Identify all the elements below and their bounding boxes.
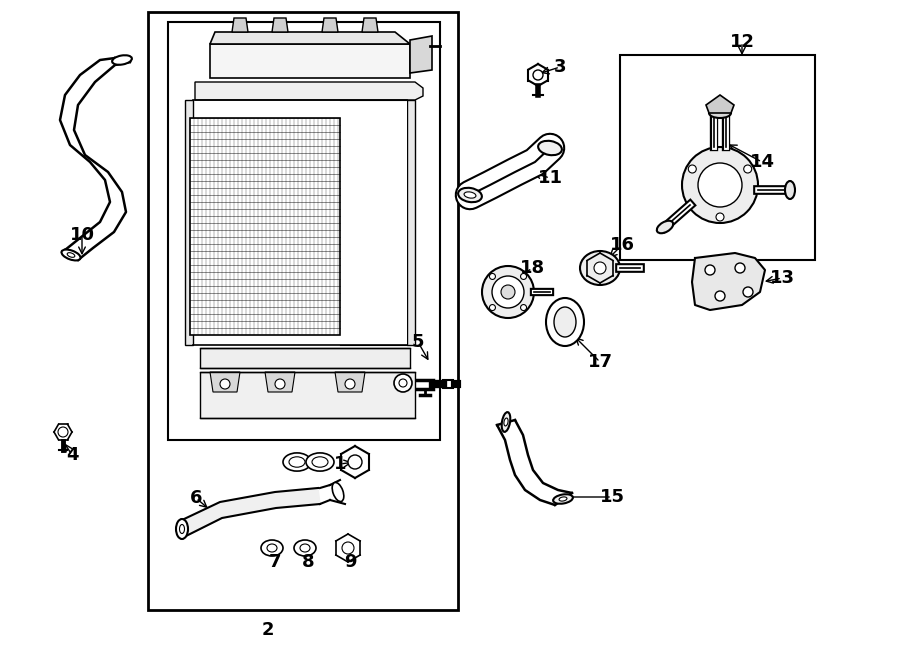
Text: 15: 15: [599, 488, 625, 506]
Ellipse shape: [538, 141, 562, 155]
Circle shape: [520, 274, 526, 280]
Polygon shape: [272, 18, 288, 32]
Text: 13: 13: [770, 269, 795, 287]
Ellipse shape: [458, 188, 482, 202]
Text: 6: 6: [190, 489, 203, 507]
Ellipse shape: [580, 251, 620, 285]
Text: 2: 2: [262, 621, 274, 639]
Polygon shape: [706, 95, 734, 113]
Ellipse shape: [283, 453, 311, 471]
Polygon shape: [322, 18, 338, 32]
Ellipse shape: [464, 192, 476, 198]
Circle shape: [342, 542, 354, 554]
Circle shape: [716, 213, 724, 221]
Ellipse shape: [312, 457, 328, 467]
Polygon shape: [195, 82, 423, 100]
Ellipse shape: [306, 453, 334, 471]
Circle shape: [594, 262, 606, 274]
Circle shape: [682, 147, 758, 223]
Polygon shape: [265, 372, 295, 392]
Ellipse shape: [176, 519, 188, 539]
Circle shape: [394, 374, 412, 392]
Ellipse shape: [546, 298, 584, 346]
Text: 4: 4: [66, 446, 78, 464]
Polygon shape: [200, 348, 410, 368]
Text: 11: 11: [537, 169, 562, 187]
Circle shape: [482, 266, 534, 318]
Ellipse shape: [300, 544, 310, 552]
Text: 14: 14: [750, 153, 775, 171]
Ellipse shape: [267, 544, 277, 552]
Ellipse shape: [179, 524, 184, 533]
Circle shape: [490, 274, 495, 280]
Text: 5: 5: [412, 333, 424, 351]
Bar: [190, 118, 340, 335]
Circle shape: [275, 379, 285, 389]
Ellipse shape: [294, 540, 316, 556]
Text: 17: 17: [588, 353, 613, 371]
Circle shape: [743, 287, 753, 297]
Bar: [620, 55, 815, 260]
Text: 7: 7: [269, 553, 281, 571]
Circle shape: [220, 379, 230, 389]
Circle shape: [743, 165, 752, 173]
Ellipse shape: [559, 497, 567, 501]
Text: 16: 16: [609, 236, 634, 254]
Text: 3: 3: [554, 58, 566, 76]
Circle shape: [348, 455, 362, 469]
Bar: [340, 100, 407, 345]
Ellipse shape: [261, 540, 283, 556]
Polygon shape: [410, 36, 432, 73]
Circle shape: [490, 305, 495, 311]
Bar: [190, 118, 340, 335]
Text: 8: 8: [302, 553, 314, 571]
Polygon shape: [335, 372, 365, 392]
Circle shape: [501, 285, 515, 299]
Circle shape: [533, 70, 543, 80]
Polygon shape: [182, 488, 320, 538]
Ellipse shape: [785, 181, 795, 199]
Circle shape: [492, 276, 524, 308]
Circle shape: [688, 165, 697, 173]
Circle shape: [520, 305, 526, 311]
Polygon shape: [210, 44, 410, 78]
Text: 18: 18: [519, 259, 544, 277]
Ellipse shape: [554, 307, 576, 337]
Ellipse shape: [501, 412, 510, 432]
Text: 1: 1: [334, 455, 346, 473]
Polygon shape: [210, 32, 410, 44]
Ellipse shape: [709, 108, 731, 118]
Ellipse shape: [112, 56, 132, 65]
Text: 9: 9: [344, 553, 356, 571]
Ellipse shape: [657, 221, 673, 233]
Bar: [148, 12, 458, 610]
Polygon shape: [362, 18, 378, 32]
Polygon shape: [210, 372, 240, 392]
Ellipse shape: [504, 418, 508, 426]
Ellipse shape: [554, 494, 573, 504]
Ellipse shape: [289, 457, 305, 467]
Circle shape: [705, 265, 715, 275]
Polygon shape: [692, 253, 765, 310]
Circle shape: [715, 291, 725, 301]
Polygon shape: [407, 100, 415, 345]
Ellipse shape: [332, 483, 344, 502]
Circle shape: [698, 163, 742, 207]
Circle shape: [399, 379, 407, 387]
Ellipse shape: [61, 250, 80, 260]
Bar: [168, 22, 440, 440]
Ellipse shape: [68, 253, 75, 257]
Text: 10: 10: [69, 226, 94, 244]
Polygon shape: [185, 100, 193, 345]
Circle shape: [345, 379, 355, 389]
Circle shape: [58, 427, 68, 437]
Text: 12: 12: [730, 33, 754, 51]
Polygon shape: [200, 372, 415, 418]
Polygon shape: [232, 18, 248, 32]
Circle shape: [735, 263, 745, 273]
